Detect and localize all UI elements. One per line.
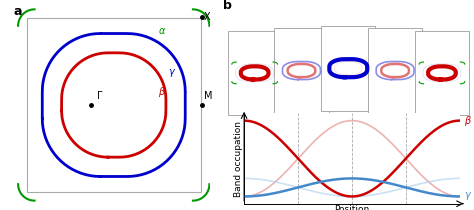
Text: $\alpha$: $\alpha$ — [158, 26, 166, 36]
Text: M: M — [204, 91, 212, 101]
Text: a: a — [13, 5, 22, 18]
Polygon shape — [368, 28, 422, 113]
Polygon shape — [321, 26, 375, 110]
Text: b: b — [223, 0, 231, 12]
X-axis label: Position: Position — [334, 205, 370, 210]
Polygon shape — [274, 28, 328, 113]
Text: $\gamma$: $\gamma$ — [464, 190, 472, 202]
Polygon shape — [228, 31, 282, 115]
Text: $\beta$: $\beta$ — [464, 114, 472, 128]
Y-axis label: Band occupation: Band occupation — [234, 121, 243, 197]
Text: $\Gamma$: $\Gamma$ — [96, 89, 104, 101]
Text: $\gamma$: $\gamma$ — [168, 67, 176, 79]
Text: $\beta$: $\beta$ — [158, 85, 166, 100]
Text: X: X — [204, 12, 210, 22]
Polygon shape — [415, 31, 469, 115]
